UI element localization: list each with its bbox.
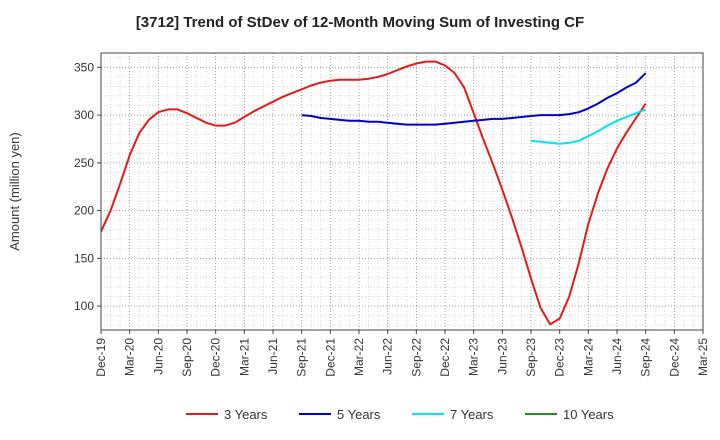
x-tick-label: Dec-22 bbox=[438, 338, 452, 377]
legend-label-7-years: 7 Years bbox=[450, 407, 494, 422]
x-tick-label: Sep-21 bbox=[295, 338, 309, 377]
y-tick-label: 150 bbox=[74, 251, 94, 265]
x-tick-label: Dec-20 bbox=[209, 338, 223, 377]
series-line-3-years bbox=[100, 60, 647, 326]
y-tick-label: 350 bbox=[74, 60, 94, 74]
x-tick-label: Mar-20 bbox=[123, 338, 137, 376]
x-tick-label: Dec-21 bbox=[323, 338, 337, 377]
x-tick-label: Dec-19 bbox=[94, 338, 108, 377]
x-tick-label: Sep-20 bbox=[180, 338, 194, 377]
plot-frame bbox=[100, 52, 704, 331]
legend-label-10-years: 10 Years bbox=[563, 407, 614, 422]
x-tick-label: Mar-22 bbox=[352, 338, 366, 376]
series-lines bbox=[100, 60, 647, 326]
gridlines bbox=[100, 53, 704, 330]
legend-label-5-years: 5 Years bbox=[337, 407, 381, 422]
legend-label-3-years: 3 Years bbox=[224, 407, 268, 422]
legend: 3 Years 5 Years 7 Years 10 Years bbox=[186, 407, 614, 422]
x-tick-label: Mar-24 bbox=[581, 338, 595, 376]
x-tick-label: Jun-23 bbox=[495, 338, 509, 375]
x-tick-label: Dec-23 bbox=[553, 338, 567, 377]
x-tick-label: Jun-24 bbox=[610, 338, 624, 375]
axes: 100 150 200 250 300 350 Dec-19 Mar-20 Jun-20 Sep-… bbox=[7, 52, 710, 377]
chart-title: [3712] Trend of StDev of 12-Month Moving… bbox=[135, 14, 585, 31]
x-tick-label: Jun-20 bbox=[151, 338, 165, 375]
x-tick-label: Jun-22 bbox=[381, 338, 395, 375]
series-line-5-years bbox=[301, 72, 647, 126]
x-tick-label: Mar-21 bbox=[237, 338, 251, 376]
x-tick-label: Mar-25 bbox=[696, 338, 710, 376]
x-tick-label: Mar-23 bbox=[467, 338, 481, 376]
x-tick-label: Dec-24 bbox=[667, 338, 681, 377]
series-line-7-years bbox=[530, 108, 647, 145]
x-tick-label: Sep-22 bbox=[409, 338, 423, 377]
x-tick-label: Sep-23 bbox=[524, 338, 538, 377]
y-tick-label: 250 bbox=[74, 156, 94, 170]
y-axis-title: Amount (million yen) bbox=[7, 132, 22, 251]
y-tick-label: 100 bbox=[74, 299, 94, 313]
y-tick-label: 300 bbox=[74, 108, 94, 122]
y-tick-label: 200 bbox=[74, 204, 94, 218]
x-tick-label: Sep-24 bbox=[639, 338, 653, 377]
x-tick-label: Jun-21 bbox=[266, 338, 280, 375]
